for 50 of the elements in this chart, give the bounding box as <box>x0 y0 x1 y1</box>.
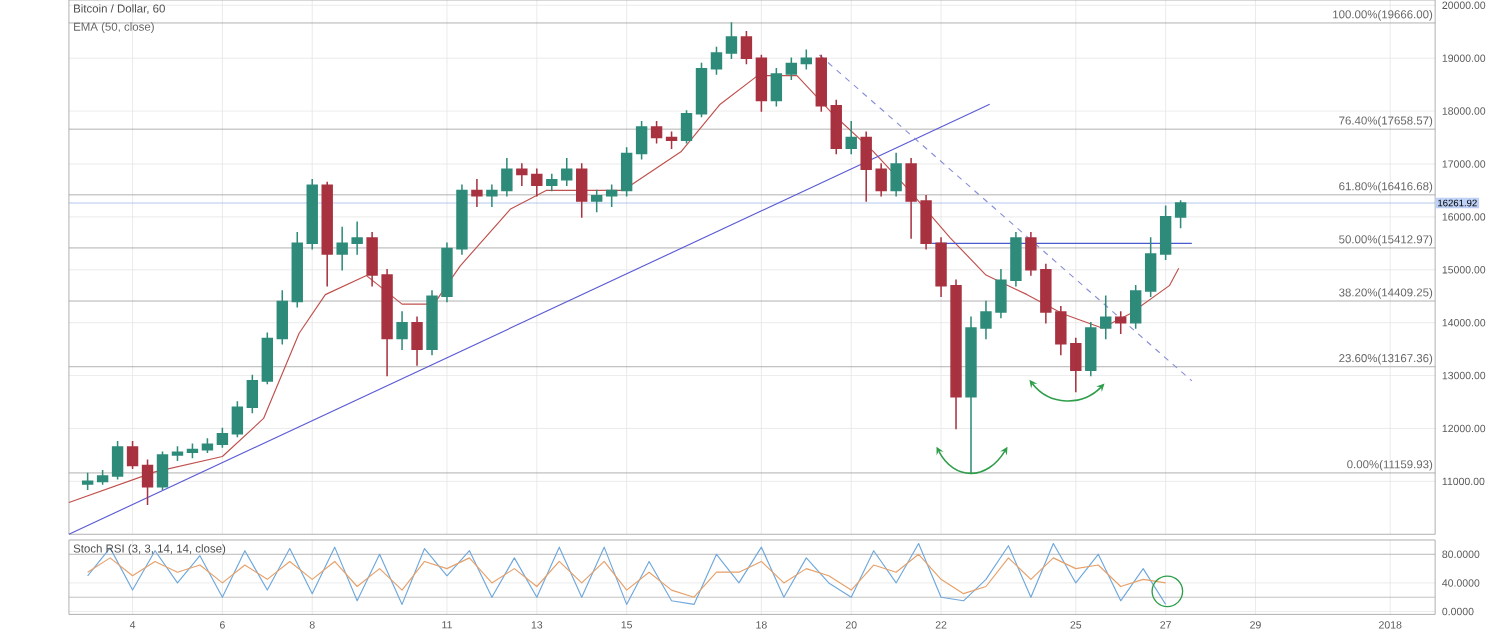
candlestick <box>81 472 94 490</box>
candlestick <box>1159 205 1172 260</box>
candlestick <box>261 332 274 384</box>
candlestick <box>111 440 124 480</box>
candlestick <box>635 120 648 159</box>
candlestick <box>1085 321 1097 376</box>
candlestick <box>890 152 902 197</box>
candlestick <box>1115 310 1127 334</box>
candlestick <box>725 21 738 59</box>
candlestick <box>576 162 588 218</box>
candlestick <box>680 109 693 144</box>
candlestick <box>141 458 154 505</box>
candlestick <box>231 400 244 437</box>
candlestick <box>755 54 768 112</box>
candlestick <box>291 231 303 308</box>
candlestick <box>845 120 857 154</box>
candlestick <box>830 99 842 154</box>
candlestick <box>186 443 199 458</box>
candlestick <box>246 374 259 413</box>
candlestick <box>740 30 753 64</box>
candlestick <box>96 469 109 485</box>
candlestick <box>785 56 798 80</box>
candlestick <box>815 54 827 112</box>
line-series <box>68 74 1180 503</box>
candlestick <box>156 451 169 490</box>
candlestick <box>1100 294 1112 339</box>
candlestick <box>171 445 184 461</box>
candlestick <box>800 49 813 70</box>
candlestick <box>590 189 603 212</box>
candlestick <box>770 67 783 107</box>
candlestick <box>695 62 708 117</box>
candlestick <box>276 289 288 345</box>
candlestick <box>650 120 663 144</box>
candlestick <box>396 310 408 350</box>
candlestick <box>561 157 573 186</box>
candlestick <box>710 46 723 75</box>
line-series <box>87 553 1167 598</box>
candlestick <box>216 427 229 448</box>
candlestick <box>605 183 618 207</box>
candlestick <box>1129 284 1142 329</box>
candlestick <box>306 178 318 249</box>
candlestick <box>665 131 678 149</box>
candlestick <box>126 440 139 469</box>
candlestick <box>1144 236 1157 297</box>
candlestick <box>471 178 483 207</box>
candlestick <box>620 146 633 197</box>
candlestick <box>321 181 333 286</box>
candlestick <box>411 316 423 366</box>
candlestick <box>1174 199 1187 228</box>
candlestick <box>546 173 558 191</box>
